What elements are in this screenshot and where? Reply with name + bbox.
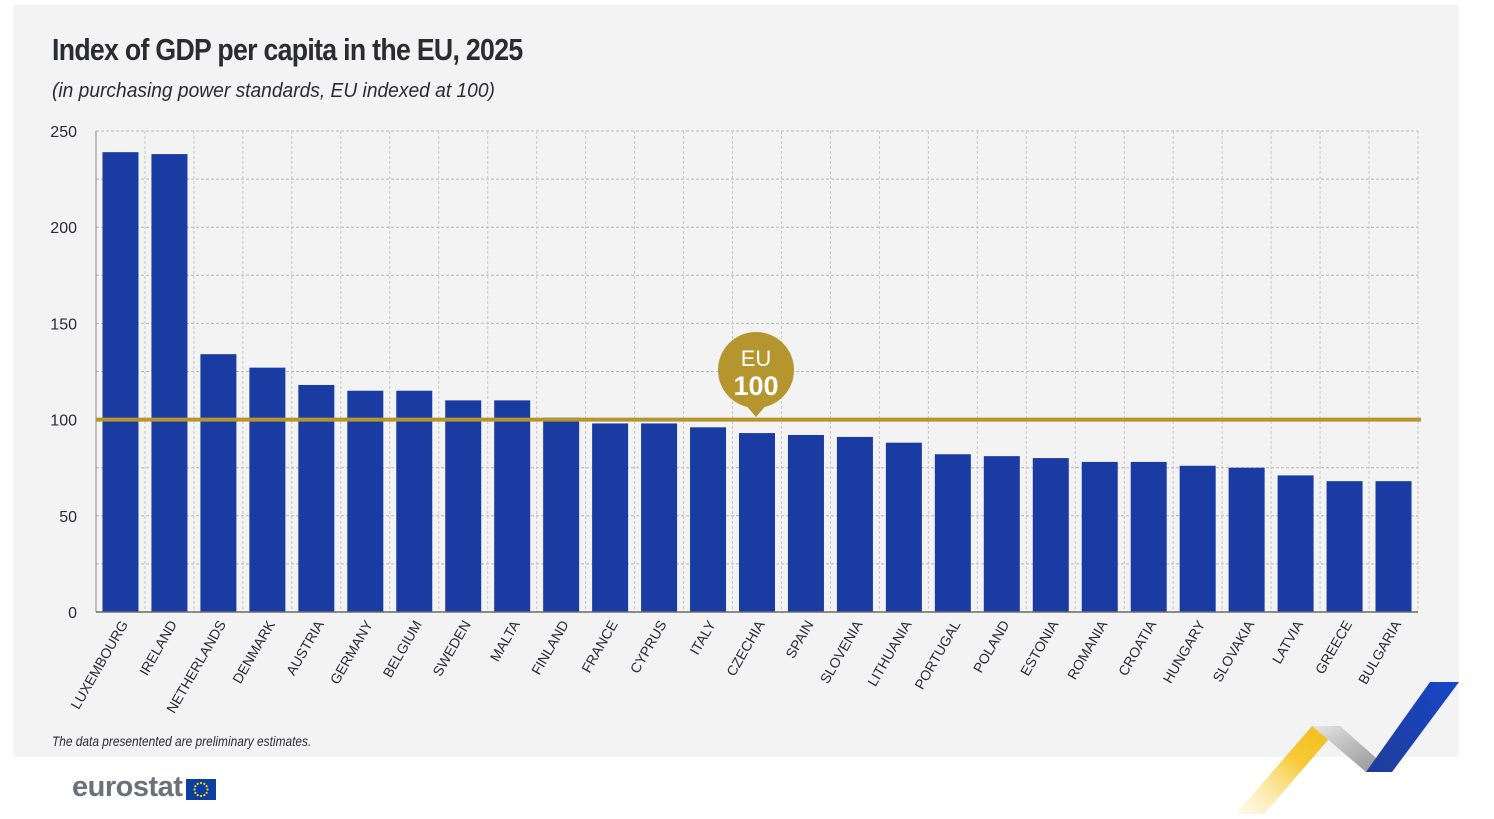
- bar-cyprus: [641, 423, 678, 612]
- x-tick-label: FRANCE: [578, 618, 621, 676]
- x-tick-label: AUSTRIA: [283, 617, 328, 678]
- chart-title: Index of GDP per capita in the EU, 2025: [52, 32, 523, 67]
- bar-czechia: [739, 433, 775, 612]
- bar-netherlands: [200, 354, 237, 612]
- x-tick-label: ROMANIA: [1064, 617, 1111, 682]
- y-tick-label: 0: [68, 605, 77, 622]
- bar-estonia: [1032, 458, 1069, 612]
- eu-marker-bubble: [718, 332, 794, 408]
- decorative-ribbon: [1236, 682, 1459, 814]
- x-tick-label: SLOVENIA: [817, 617, 866, 686]
- x-tick-label: BULGARIA: [1355, 617, 1405, 687]
- chart-subtitle: (in purchasing power standards, EU index…: [52, 80, 495, 102]
- bar-belgium: [396, 390, 433, 612]
- bar-austria: [298, 384, 335, 612]
- x-tick-label: CYPRUS: [627, 618, 670, 677]
- logo-text: eurostat: [72, 770, 183, 803]
- bar-ireland: [151, 154, 188, 612]
- bar-sweden: [445, 400, 482, 612]
- bar-slovakia: [1228, 467, 1265, 612]
- eurostat-logo: eurostat: [72, 770, 217, 804]
- x-tick-label: LATVIA: [1269, 617, 1307, 666]
- x-tick-label: ITALY: [686, 617, 719, 657]
- y-tick-label: 100: [50, 413, 77, 430]
- eu-flag-icon: [186, 778, 217, 800]
- x-tick-label: POLAND: [970, 618, 1013, 676]
- y-tick-label: 250: [50, 124, 77, 141]
- x-tick-label: GREECE: [1312, 618, 1355, 677]
- y-tick-label: 200: [50, 220, 77, 237]
- bar-lithuania: [885, 442, 922, 612]
- bar-luxembourg: [102, 152, 139, 612]
- bar-bulgaria: [1375, 481, 1412, 612]
- y-tick-label: 50: [59, 509, 77, 526]
- bar-slovenia: [836, 436, 873, 612]
- bar-finland: [543, 417, 580, 612]
- x-tick-label: GERMANY: [327, 617, 377, 687]
- x-tick-label: IRELAND: [136, 618, 180, 679]
- footnote: The data presentented are preliminary es…: [52, 733, 312, 749]
- x-tick-label: SLOVAKIA: [1209, 617, 1257, 685]
- eu-marker-label: EU: [741, 346, 772, 371]
- x-tick-label: CZECHIA: [723, 617, 768, 679]
- x-tick-label: DENMARK: [229, 617, 278, 686]
- bar-spain: [787, 434, 824, 612]
- x-tick-label: HUNGARY: [1160, 617, 1209, 686]
- bar-romania: [1081, 461, 1118, 612]
- x-tick-label: BELGIUM: [379, 618, 424, 681]
- x-tick-label: SWEDEN: [429, 618, 474, 679]
- eu-marker-value: 100: [733, 371, 778, 401]
- bar-germany: [347, 390, 384, 612]
- x-tick-label: SPAIN: [782, 618, 816, 661]
- bar-croatia: [1130, 461, 1167, 612]
- bar-hungary: [1179, 465, 1216, 612]
- x-tick-label: PORTUGAL: [911, 617, 963, 692]
- x-tick-label: ESTONIA: [1017, 617, 1062, 679]
- x-tick-label: CROATIA: [1115, 617, 1160, 679]
- x-tick-label: LUXEMBOURG: [67, 618, 131, 712]
- bar-poland: [983, 456, 1020, 612]
- bar-portugal: [934, 454, 971, 612]
- eu-marker-pointer: [744, 403, 768, 417]
- bar-france: [592, 423, 629, 612]
- bar-latvia: [1277, 475, 1314, 612]
- x-tick-label: LITHUANIA: [864, 617, 915, 689]
- bar-denmark: [249, 367, 286, 612]
- bar-italy: [690, 427, 727, 612]
- x-tick-label: MALTA: [487, 617, 523, 664]
- bar-greece: [1326, 481, 1363, 612]
- x-tick-label: FINLAND: [528, 618, 572, 678]
- y-tick-label: 150: [50, 316, 77, 333]
- bar-malta: [494, 400, 531, 612]
